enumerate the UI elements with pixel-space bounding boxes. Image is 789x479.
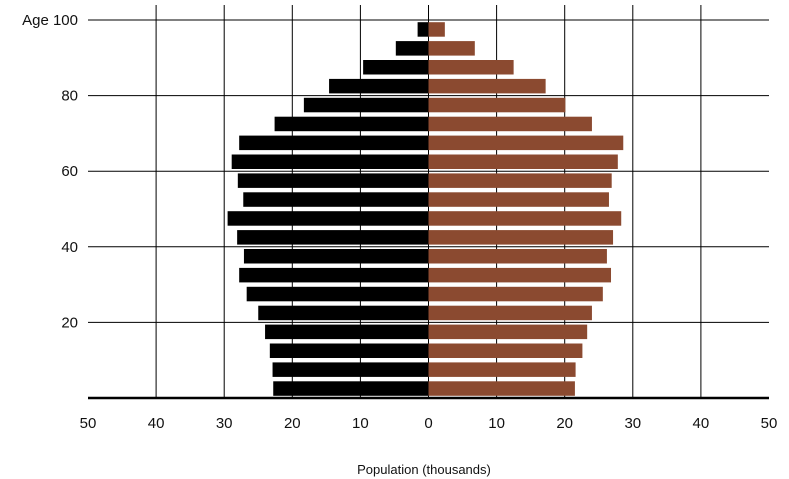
tick-labels: 50 40 30 20 10 0 10 20 30 40 50 20 40 60 80 Age 100 — [22, 12, 777, 432]
bar-right — [428, 249, 607, 264]
bar-left — [273, 381, 429, 396]
bar-right — [428, 154, 618, 169]
bar-right — [428, 22, 445, 37]
bar-right — [428, 135, 624, 151]
x-tick-label: 20 — [556, 415, 573, 432]
x-axis-label: Population (thousands) — [357, 462, 491, 477]
bar-right — [428, 305, 592, 321]
x-tick-label: 40 — [693, 415, 710, 432]
bar-right — [428, 116, 592, 132]
bar-left — [237, 173, 429, 188]
bar-left — [363, 60, 429, 75]
bar-left — [303, 97, 429, 113]
bar-left — [227, 211, 429, 226]
x-tick-label: 10 — [352, 415, 369, 432]
y-tick-label: 60 — [61, 163, 78, 180]
bar-right — [428, 286, 603, 302]
bar-left — [274, 116, 429, 132]
bar-right — [428, 78, 546, 94]
bar-right — [428, 343, 583, 358]
x-tick-label: 40 — [148, 415, 165, 432]
bar-left — [329, 78, 429, 94]
bar-left — [243, 249, 429, 264]
x-tick-label: 50 — [761, 415, 778, 432]
x-tick-label: 20 — [284, 415, 301, 432]
bar-right — [428, 324, 588, 340]
bar-left — [231, 154, 429, 169]
bar-right — [428, 41, 475, 56]
bar-left — [269, 343, 429, 358]
bar-left — [246, 286, 429, 302]
bar-right — [428, 267, 612, 283]
bar-left — [239, 135, 429, 151]
bar-right — [428, 60, 514, 75]
bar-right — [428, 97, 566, 113]
bar-left — [417, 22, 429, 37]
y-tick-label: Age 100 — [22, 12, 78, 29]
x-tick-label: 0 — [424, 415, 432, 432]
bars — [227, 22, 624, 396]
x-tick-label: 50 — [80, 415, 97, 432]
x-tick-label: 30 — [216, 415, 233, 432]
bar-right — [428, 211, 622, 226]
y-tick-label: 40 — [61, 239, 78, 256]
bar-left — [395, 41, 429, 56]
bar-left — [265, 324, 429, 340]
bar-left — [258, 305, 429, 321]
bar-left — [239, 267, 429, 283]
bar-right — [428, 192, 609, 207]
y-tick-label: 80 — [61, 88, 78, 105]
x-tick-label: 30 — [624, 415, 641, 432]
bar-right — [428, 230, 614, 245]
bar-left — [237, 230, 429, 245]
bar-right — [428, 362, 576, 377]
y-tick-label: 20 — [61, 314, 78, 331]
bar-right — [428, 381, 575, 396]
bar-left — [243, 192, 429, 207]
bar-left — [272, 362, 429, 377]
x-tick-label: 10 — [488, 415, 505, 432]
bar-right — [428, 173, 612, 188]
